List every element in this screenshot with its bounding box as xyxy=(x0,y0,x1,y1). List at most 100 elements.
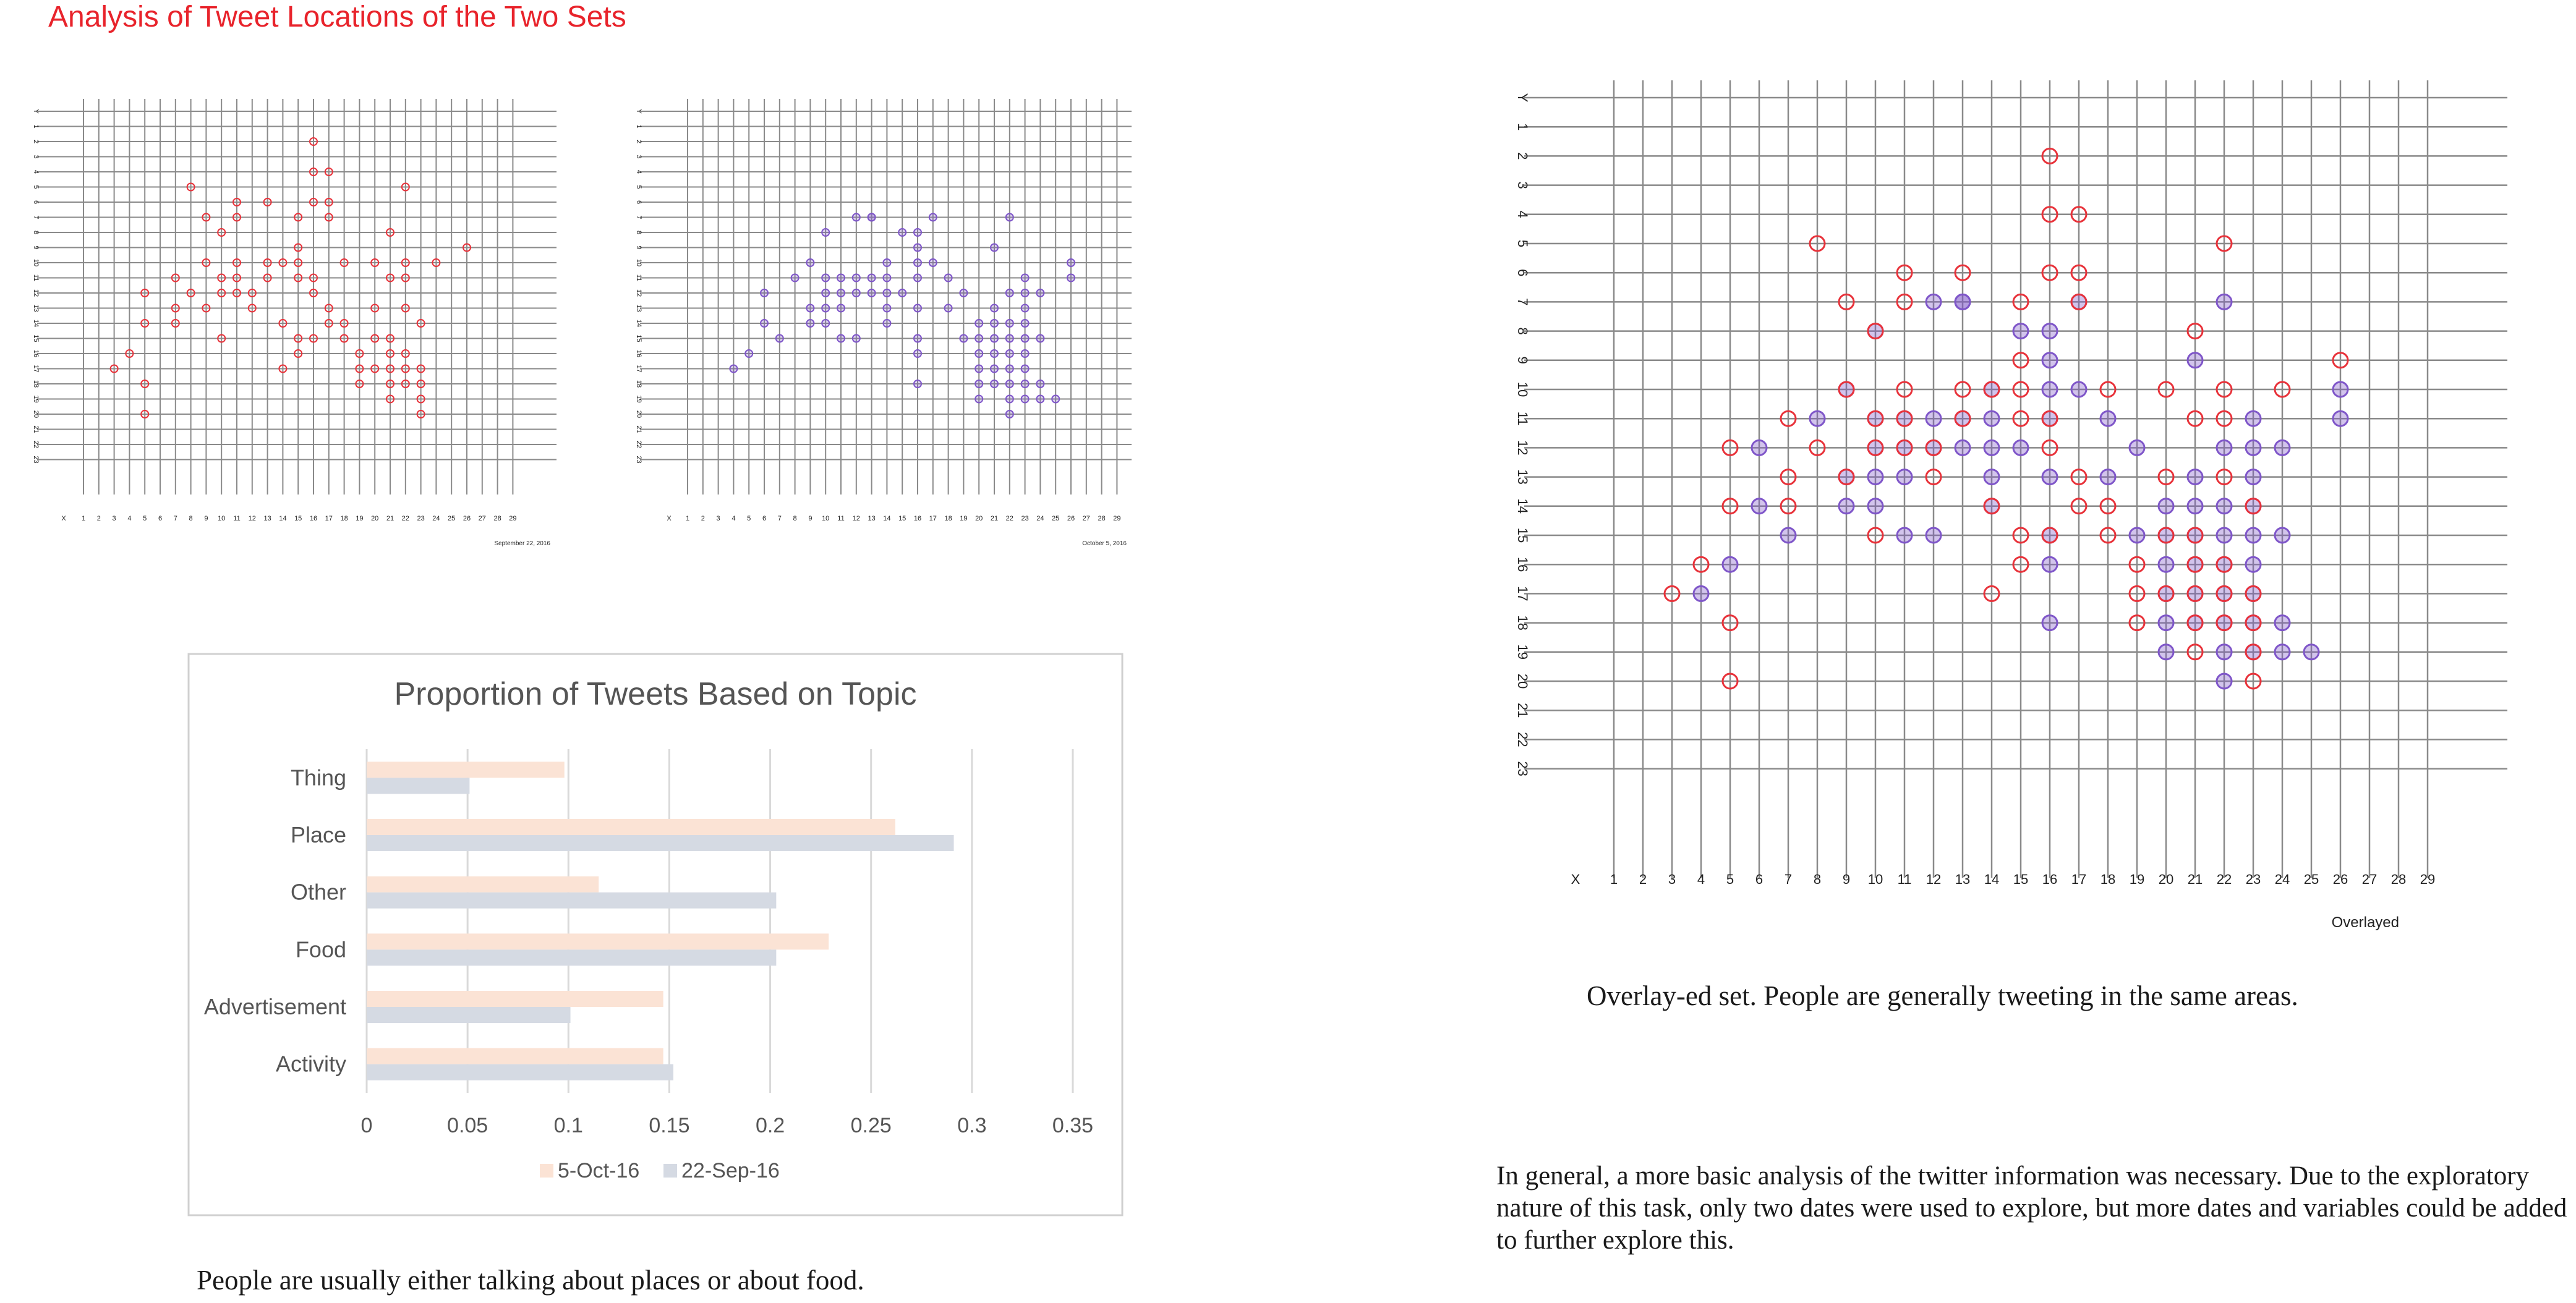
data-point xyxy=(1838,498,1855,515)
x-tick-label: 11 xyxy=(1898,872,1912,887)
data-point xyxy=(913,228,922,237)
data-point xyxy=(125,349,134,358)
data-point xyxy=(2099,527,2117,544)
data-point xyxy=(1896,381,1913,398)
y-tick-label: 2 xyxy=(635,140,642,143)
data-point xyxy=(1954,381,1971,398)
y-tick-label: 5 xyxy=(32,185,40,189)
x-tick-label: 26 xyxy=(463,515,471,522)
scatter-date-label: Overlayed xyxy=(2332,914,2399,931)
data-point xyxy=(2186,469,2204,486)
x-tick-label: 2 xyxy=(1639,872,1647,887)
data-point xyxy=(294,213,303,222)
x-tick-label: 0.15 xyxy=(649,1114,689,1137)
data-point xyxy=(1067,273,1075,282)
y-axis-label: Y xyxy=(1515,93,1530,103)
x-tick-label: 1 xyxy=(1610,872,1618,887)
x-tick-label: 23 xyxy=(1021,515,1028,522)
data-point xyxy=(944,303,953,313)
data-point xyxy=(898,289,907,297)
data-point xyxy=(2099,410,2117,427)
data-point xyxy=(760,319,769,328)
data-point xyxy=(401,380,410,388)
data-point xyxy=(1721,673,1739,690)
data-point xyxy=(975,334,984,343)
data-point xyxy=(851,273,861,282)
data-point xyxy=(2128,439,2146,456)
data-point xyxy=(278,319,288,328)
data-point xyxy=(959,289,968,297)
data-point xyxy=(2186,643,2204,661)
y-tick-label: 3 xyxy=(32,155,40,158)
data-point xyxy=(775,334,784,343)
data-point xyxy=(806,319,815,328)
data-point xyxy=(1020,273,1030,282)
y-tick-label: 17 xyxy=(1515,586,1530,601)
data-point xyxy=(109,364,119,373)
data-point xyxy=(171,303,180,313)
bar-22-sep-16 xyxy=(367,835,954,851)
data-point xyxy=(1925,439,1942,456)
x-tick-label: 0.25 xyxy=(851,1114,892,1137)
y-tick-label: 7 xyxy=(32,215,40,219)
data-point xyxy=(1867,527,1884,544)
data-point xyxy=(913,380,922,388)
data-point xyxy=(928,258,937,267)
data-point xyxy=(851,213,861,222)
data-point xyxy=(463,243,471,252)
x-tick-label: 22 xyxy=(402,515,409,522)
x-tick-label: 8 xyxy=(793,515,797,522)
x-tick-label: 9 xyxy=(808,515,812,522)
data-point xyxy=(2157,527,2175,544)
x-tick-label: 3 xyxy=(113,515,116,522)
data-point xyxy=(1983,585,2000,602)
data-point xyxy=(975,319,984,328)
x-tick-label: 2 xyxy=(701,515,705,522)
data-point xyxy=(1020,364,1030,373)
data-point xyxy=(1020,319,1030,328)
y-tick-label: 22 xyxy=(635,441,642,448)
data-point xyxy=(2070,498,2088,515)
y-tick-label: 23 xyxy=(1515,761,1530,776)
x-tick-label: 12 xyxy=(249,515,256,522)
data-point xyxy=(370,303,380,313)
y-tick-label: 19 xyxy=(1515,645,1530,660)
data-point xyxy=(1751,498,1768,515)
y-tick-label: 14 xyxy=(32,320,40,327)
y-axis-label: Y xyxy=(32,109,40,114)
data-point xyxy=(1721,556,1739,573)
data-point xyxy=(2332,381,2349,398)
y-tick-label: 6 xyxy=(1515,269,1530,276)
data-point xyxy=(821,303,830,313)
data-point xyxy=(1809,235,1826,252)
data-point xyxy=(2041,410,2058,427)
legend-swatch-5-oct-16 xyxy=(540,1164,553,1178)
data-point xyxy=(2012,439,2029,456)
bar-chart: Proportion of Tweets Based on Topic 0 0.05… xyxy=(187,653,1124,1216)
x-tick-label: 26 xyxy=(1067,515,1075,522)
data-point xyxy=(186,182,195,192)
data-point xyxy=(2245,556,2262,573)
x-tick-label: 18 xyxy=(340,515,348,522)
y-tick-label: 8 xyxy=(1515,327,1530,334)
data-point xyxy=(2012,323,2029,340)
x-tick-label: 1 xyxy=(82,515,85,522)
data-point xyxy=(1896,293,1913,310)
data-point xyxy=(1692,585,1710,602)
data-point xyxy=(990,349,999,358)
data-point xyxy=(2157,643,2175,661)
data-point xyxy=(867,213,876,222)
data-point xyxy=(263,258,272,267)
y-tick-label: 15 xyxy=(1515,528,1530,543)
data-point xyxy=(339,258,349,267)
data-point xyxy=(232,258,241,267)
x-tick-label: 3 xyxy=(1668,872,1676,887)
data-point xyxy=(2274,614,2291,632)
data-point xyxy=(294,349,303,358)
data-point xyxy=(278,258,288,267)
data-point xyxy=(1067,258,1075,267)
x-tick-label: 19 xyxy=(960,515,967,522)
data-point xyxy=(1005,319,1014,328)
y-tick-label: 15 xyxy=(635,334,642,342)
